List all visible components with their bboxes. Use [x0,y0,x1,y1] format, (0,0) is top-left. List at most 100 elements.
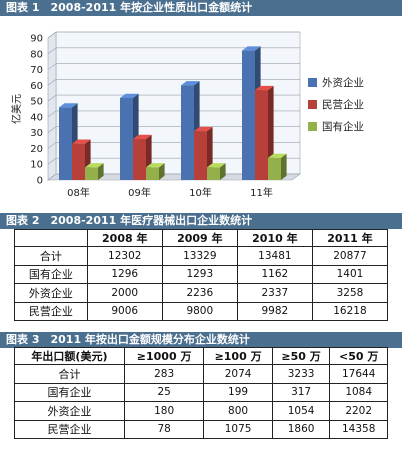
table-row: 合计 12302 13329 13481 20877 [14,246,389,266]
table-header-row: 2008 年 2009 年 2010 年 2011 年 [14,229,389,247]
bar-side [281,153,287,180]
bar-国有企业-09年 [146,163,165,180]
table-cell: 1296 [86,264,163,284]
row-label: 外资企业 [14,401,125,421]
table-cell: 1162 [236,264,313,284]
y-tick-label: 40 [30,112,43,123]
legend-label: 民营企业 [322,98,364,111]
gridline [47,47,300,55]
bar-front [85,167,98,180]
y-axis-label: 亿美元 [10,94,23,124]
header-cell: <50 万 [329,347,388,365]
legend-label: 外资企业 [322,76,364,89]
row-label: 合计 [14,246,88,266]
table-exporters-by-year: 2008 年 2009 年 2010 年 2011 年 合计 12302 133… [14,229,389,321]
gridline [47,31,300,39]
bar-top [59,103,78,108]
x-tick-label: 08年 [67,186,90,199]
table-cell: 14358 [329,419,388,439]
bar-side [159,163,165,180]
table-cell: 9006 [86,301,163,321]
bar-top [268,153,287,158]
x-tick-label: 10年 [189,186,212,199]
y-tick-label: 90 [30,34,43,45]
header-cell: 2008 年 [86,229,163,247]
row-label: 国有企业 [14,382,125,402]
bar-front [133,138,146,180]
table-cell: 1084 [329,382,388,402]
bar-front [194,131,207,180]
table-cell: 1054 [271,401,331,421]
table-cell: 2337 [236,283,313,303]
legend-swatch [308,122,317,131]
table-cell: 800 [203,401,273,421]
header-cell: 2009 年 [161,229,238,247]
table-cell: 199 [203,382,273,402]
gridline [47,126,300,133]
y-tick-label: 80 [30,49,43,60]
y-tick-label: 0 [37,176,43,187]
legend-swatch [308,78,317,87]
gridline [47,79,300,86]
bar-top [120,93,139,98]
table-row: 外资企业 2000 2236 2337 3258 [14,283,389,303]
figure-3-title: 图表 3 2011 年按出口金额规模分布企业数统计 [0,332,402,348]
bar-国有企业-10年 [207,163,226,180]
table-header-row: 年出口额(美元) ≥1000 万 ≥100 万 ≥50 万 <50 万 [14,347,388,365]
bar-front [120,97,133,180]
bar-top [72,139,91,144]
legend-swatch [308,100,317,109]
bar-front [59,107,72,180]
y-tick-label: 30 [30,128,43,139]
row-label: 民营企业 [14,301,88,321]
table-cell: 2074 [203,364,273,384]
bar-top [242,46,261,51]
table-cell: 1293 [161,264,238,284]
bar-front [268,157,281,180]
header-cell: 2010 年 [236,229,313,247]
table-cell: 13481 [236,246,313,266]
bar-front [72,143,85,180]
bar-side [220,163,226,180]
table-row: 民营企业 9006 9800 9982 16218 [14,301,389,321]
table-cell: 9982 [236,301,313,321]
header-cell: ≥100 万 [203,347,273,365]
table-cell: 16218 [311,301,389,321]
table-cell: 1401 [311,264,389,284]
table-exporters-by-size: 年出口额(美元) ≥1000 万 ≥100 万 ≥50 万 <50 万 合计 2… [14,347,388,439]
table-cell: 20877 [311,246,389,266]
bar-top [255,85,274,91]
legend-label: 国有企业 [322,120,364,133]
gridline [47,157,300,165]
table-cell: 12302 [86,246,163,266]
table-row: 国有企业 25 199 317 1084 [14,382,388,402]
row-label: 民营企业 [14,419,125,439]
y-tick-label: 20 [30,144,43,155]
bar-top [181,81,200,86]
figure-2-title: 图表 2 2008-2011 年医疗器械出口企业数统计 [0,213,402,229]
table-cell: 13329 [161,246,238,266]
figure-1-title: 图表 1 2008-2011 年按企业性质出口金额统计 [0,0,402,16]
header-cell [14,229,88,247]
table-cell: 25 [123,382,205,402]
y-tick-label: 70 [30,65,43,76]
table-row: 外资企业 180 800 1054 2202 [14,401,388,421]
table-row: 国有企业 1296 1293 1162 1401 [14,264,389,284]
table-cell: 1860 [271,419,331,439]
bar-front [181,85,194,180]
y-tick-label: 50 [30,97,43,108]
plot-side-wall [47,31,57,181]
gridline [47,142,300,149]
bar-top [194,126,213,132]
row-label: 合计 [14,364,125,384]
bar-top [146,163,165,168]
bar-top [85,163,104,168]
bar-front [242,50,255,180]
table-cell: 180 [123,401,205,421]
bar-top [207,163,226,168]
bar-国有企业-08年 [85,163,104,180]
table-cell: 2236 [161,283,238,303]
bar-front [207,167,220,180]
table-cell: 283 [123,364,205,384]
header-cell: 年出口额(美元) [14,347,125,365]
